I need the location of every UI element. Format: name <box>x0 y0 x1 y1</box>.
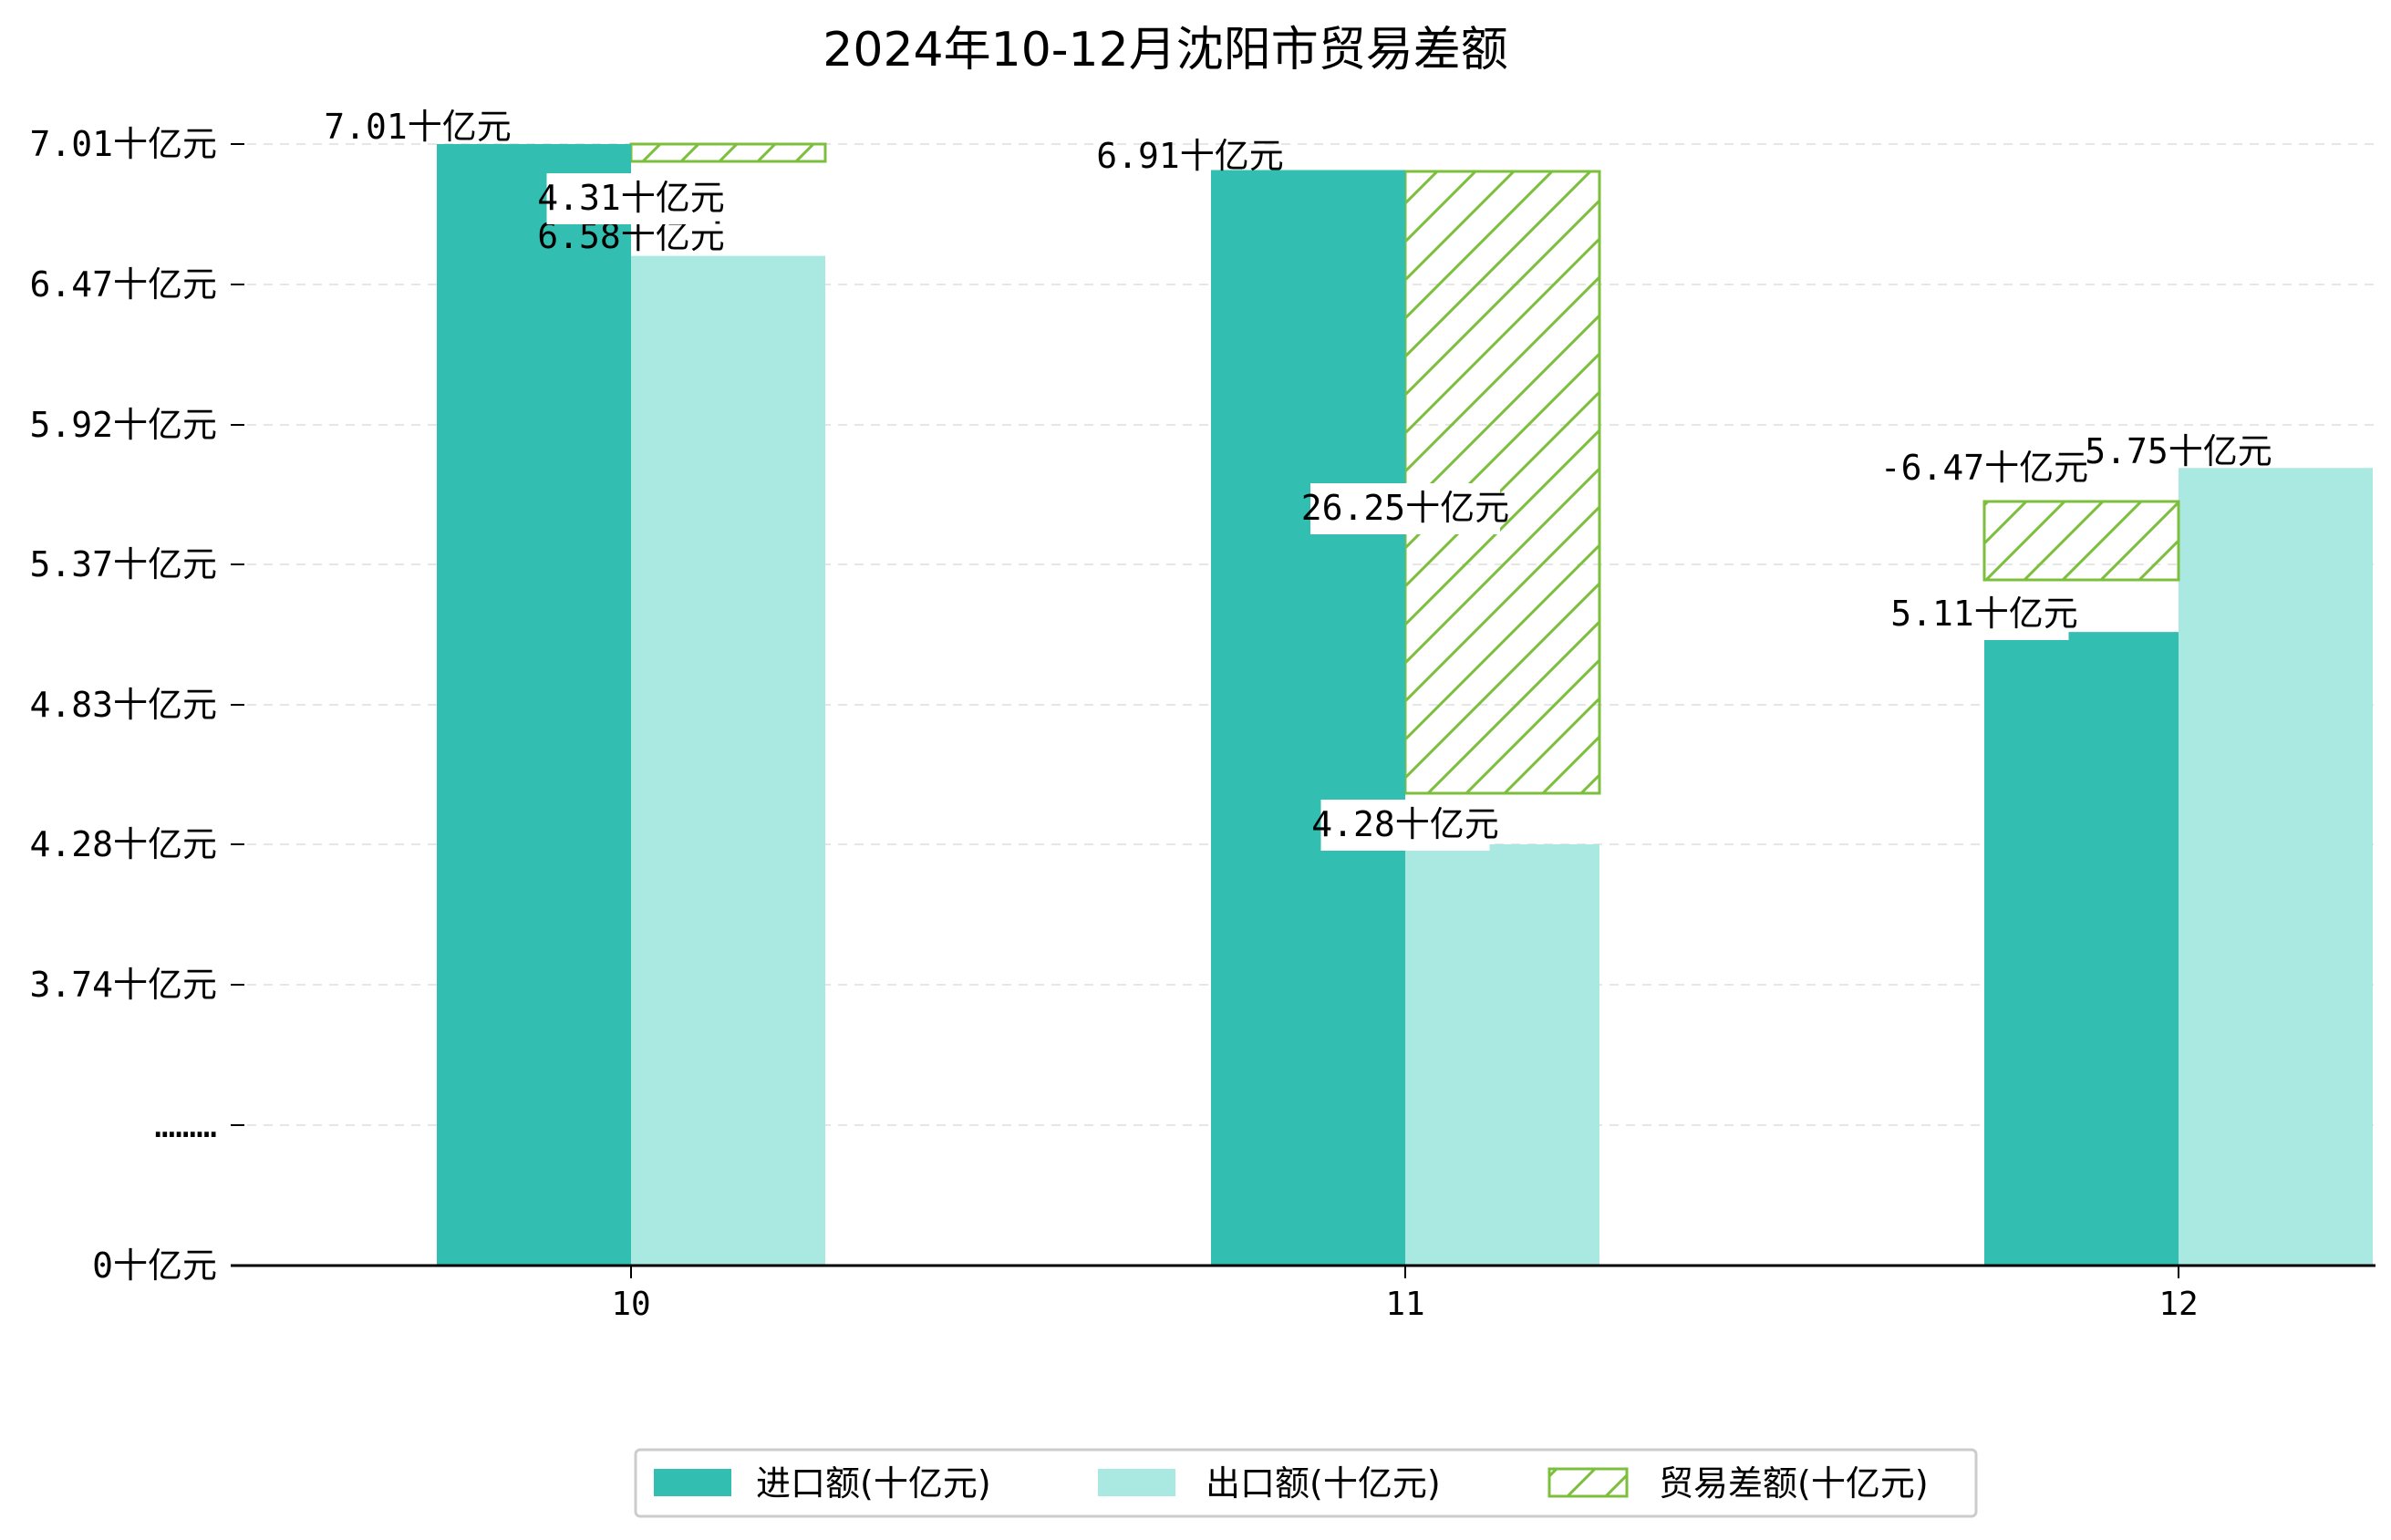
y-tick-label: 0十亿元 <box>92 1245 217 1286</box>
legend-swatch-imports <box>654 1469 731 1496</box>
bar-imports-11 <box>1211 170 1405 1266</box>
x-axis: 10 11 12 <box>231 1264 2375 1323</box>
label-balance-10-text: 4.31十亿元 <box>537 178 725 218</box>
label-imports-10: 7.01十亿元 <box>324 107 512 147</box>
legend-label-exports: 出口额(十亿元) <box>1206 1463 1441 1504</box>
label-exports-11: 4.28十亿元 <box>1311 800 1499 851</box>
label-balance-12: -6.47十亿元 <box>1880 443 2088 494</box>
label-imports-10-text: 7.01十亿元 <box>324 107 512 147</box>
legend-frame <box>634 1448 1978 1518</box>
data-labels: 7.01十亿元6.58十亿元4.31十亿元6.91十亿元26.25十亿元4.28… <box>324 107 2272 851</box>
bar-balance-11 <box>1403 170 1601 795</box>
y-tick-label: 5.92十亿元 <box>29 405 217 445</box>
label-balance-12-text: -6.47十亿元 <box>1880 448 2088 488</box>
legend-label-imports: 进口额(十亿元) <box>756 1463 991 1504</box>
label-imports-12-text: 5.11十亿元 <box>1890 594 2078 634</box>
bar-balance-10 <box>629 142 827 163</box>
bar-imports-12 <box>1984 632 2179 1266</box>
label-balance-12-bg <box>1889 443 2079 494</box>
legend-swatch-exports <box>1098 1469 1175 1496</box>
y-tick-label: 5.37十亿元 <box>29 544 217 584</box>
legend-label-balance: 贸易差额(十亿元) <box>1659 1463 1929 1504</box>
x-tick-label: 10 <box>611 1286 650 1323</box>
bar-exports-12 <box>2179 468 2373 1266</box>
label-exports-11-bg <box>1320 800 1490 851</box>
y-tick-label: 4.83十亿元 <box>29 685 217 725</box>
bar-imports-10 <box>437 144 631 1266</box>
bar-balance-12 <box>1982 500 2180 582</box>
label-imports-12-bg <box>1899 589 2069 640</box>
label-balance-10-bg <box>546 173 716 224</box>
label-exports-12-text: 5.75十亿元 <box>2085 431 2272 471</box>
chart-title: 2024年10-12月沈阳市贸易差额 <box>823 23 1507 78</box>
legend: 进口额(十亿元) 出口额(十亿元) 贸易差额(十亿元) <box>634 1448 1978 1518</box>
label-imports-11: 6.91十亿元 <box>1096 136 1284 176</box>
label-imports-11-text: 6.91十亿元 <box>1096 136 1284 176</box>
bar-exports-11 <box>1405 844 1599 1266</box>
y-tick-label: 3.74十亿元 <box>29 965 217 1005</box>
bar-exports-10 <box>631 255 825 1266</box>
label-imports-12: 5.11十亿元 <box>1890 589 2078 640</box>
label-balance-11-text: 26.25十亿元 <box>1301 488 1509 528</box>
label-exports-11-text: 4.28十亿元 <box>1311 804 1499 844</box>
label-balance-10: 4.31十亿元 <box>537 173 725 224</box>
label-balance-11-bg <box>1310 483 1500 534</box>
y-tick-label: 4.28十亿元 <box>29 824 217 864</box>
x-tick-label: 12 <box>2158 1286 2198 1323</box>
label-balance-11: 26.25十亿元 <box>1301 483 1509 534</box>
label-exports-12: 5.75十亿元 <box>2085 431 2272 471</box>
y-tick-label: ……… <box>154 1105 217 1145</box>
legend-swatch-balance <box>1547 1467 1629 1498</box>
y-axis: 0十亿元 ……… 3.74十亿元 4.28十亿元 4.83十亿元 5.37十亿元 5.92十… <box>29 124 244 1286</box>
y-tick-label: 6.47十亿元 <box>29 264 217 305</box>
y-tick-label: 7.01十亿元 <box>29 124 217 164</box>
x-tick-label: 11 <box>1385 1286 1424 1323</box>
bars <box>437 142 2373 1266</box>
